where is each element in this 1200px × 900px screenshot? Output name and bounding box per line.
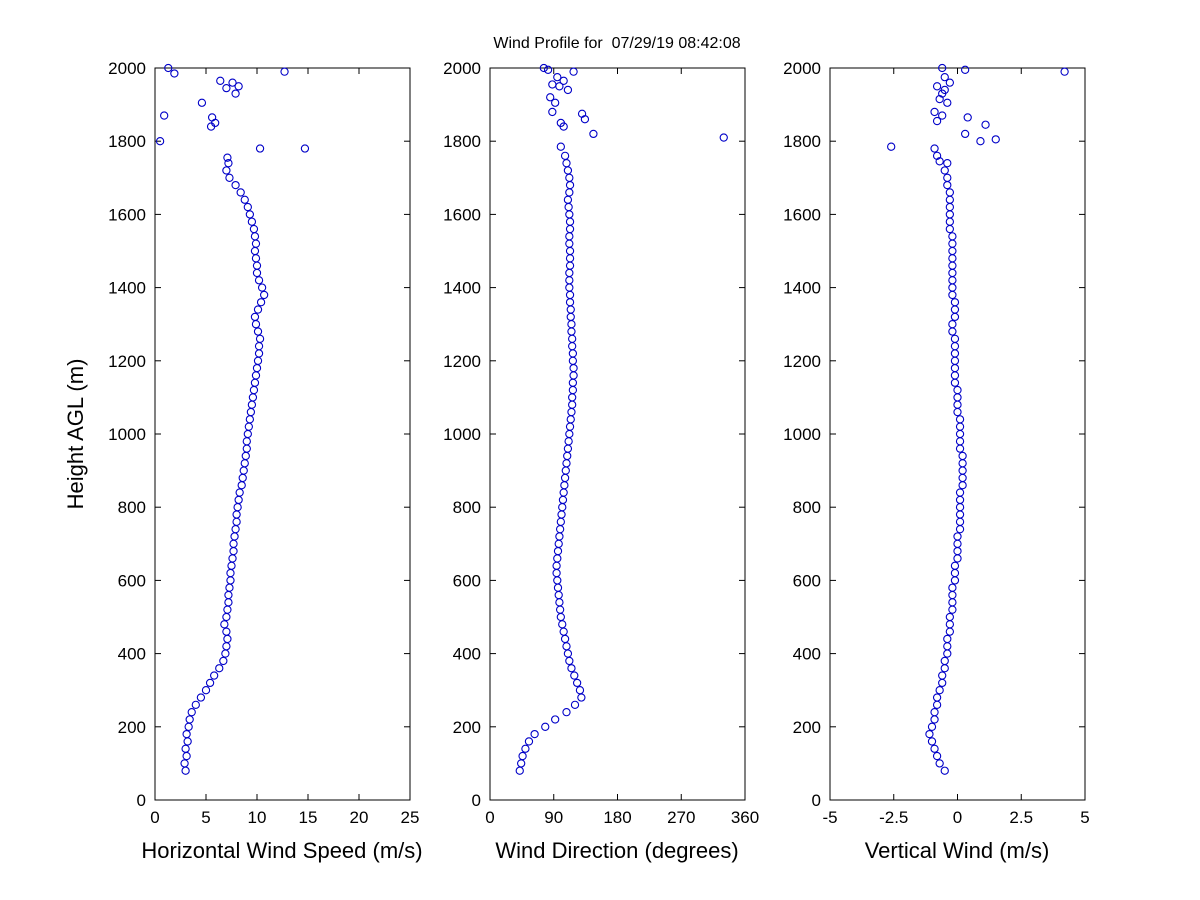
svg-text:200: 200 xyxy=(793,718,821,737)
x-axis-label-direction: Wind Direction (degrees) xyxy=(495,838,739,863)
svg-text:180: 180 xyxy=(603,808,631,827)
figure-title: Wind Profile for 07/29/19 08:42:08 xyxy=(493,35,741,52)
svg-text:5: 5 xyxy=(1080,808,1089,827)
svg-text:1600: 1600 xyxy=(443,205,481,224)
svg-text:1200: 1200 xyxy=(443,352,481,371)
svg-text:800: 800 xyxy=(453,498,481,517)
svg-text:400: 400 xyxy=(793,645,821,664)
svg-text:200: 200 xyxy=(453,718,481,737)
svg-text:2000: 2000 xyxy=(108,59,146,78)
svg-text:360: 360 xyxy=(731,808,759,827)
svg-text:0: 0 xyxy=(150,808,159,827)
svg-text:600: 600 xyxy=(453,571,481,590)
svg-text:1800: 1800 xyxy=(783,132,821,151)
svg-text:10: 10 xyxy=(248,808,267,827)
svg-text:0: 0 xyxy=(485,808,494,827)
svg-text:1200: 1200 xyxy=(783,352,821,371)
wind-direction-plot: 0 90 180 270 360 0 200 400 600 800 1000 1200 1400 160… xyxy=(443,59,759,827)
svg-text:2000: 2000 xyxy=(783,59,821,78)
svg-text:1400: 1400 xyxy=(783,279,821,298)
svg-text:20: 20 xyxy=(350,808,369,827)
svg-text:0: 0 xyxy=(953,808,962,827)
svg-text:5: 5 xyxy=(201,808,210,827)
svg-text:0: 0 xyxy=(812,791,821,810)
svg-text:600: 600 xyxy=(118,571,146,590)
svg-text:1400: 1400 xyxy=(443,279,481,298)
svg-text:400: 400 xyxy=(453,645,481,664)
svg-text:800: 800 xyxy=(118,498,146,517)
svg-text:1800: 1800 xyxy=(108,132,146,151)
svg-text:1800: 1800 xyxy=(443,132,481,151)
svg-text:1000: 1000 xyxy=(108,425,146,444)
svg-text:25: 25 xyxy=(401,808,420,827)
svg-text:-2.5: -2.5 xyxy=(879,808,908,827)
svg-text:90: 90 xyxy=(544,808,563,827)
svg-text:0: 0 xyxy=(137,791,146,810)
svg-text:15: 15 xyxy=(299,808,318,827)
svg-text:600: 600 xyxy=(793,571,821,590)
svg-text:1200: 1200 xyxy=(108,352,146,371)
x-axis-label-speed: Horizontal Wind Speed (m/s) xyxy=(141,838,423,863)
svg-text:1400: 1400 xyxy=(108,279,146,298)
svg-text:0: 0 xyxy=(472,791,481,810)
svg-text:1000: 1000 xyxy=(443,425,481,444)
svg-text:1600: 1600 xyxy=(108,205,146,224)
svg-text:270: 270 xyxy=(667,808,695,827)
horizontal-wind-speed-plot: 0 5 10 15 20 25 0 200 400 600 800 1000 1200 1400 1600 1… xyxy=(108,59,420,827)
svg-text:1600: 1600 xyxy=(783,205,821,224)
svg-text:1000: 1000 xyxy=(783,425,821,444)
svg-text:2000: 2000 xyxy=(443,59,481,78)
x-axis-label-vertical: Vertical Wind (m/s) xyxy=(864,838,1050,863)
svg-text:800: 800 xyxy=(793,498,821,517)
vertical-wind-plot: -5 -2.5 0 2.5 5 0 200 400 600 800 1000 1200 1400 1600… xyxy=(783,59,1090,827)
svg-text:-5: -5 xyxy=(822,808,837,827)
svg-text:400: 400 xyxy=(118,645,146,664)
svg-text:200: 200 xyxy=(118,718,146,737)
svg-text:2.5: 2.5 xyxy=(1009,808,1033,827)
